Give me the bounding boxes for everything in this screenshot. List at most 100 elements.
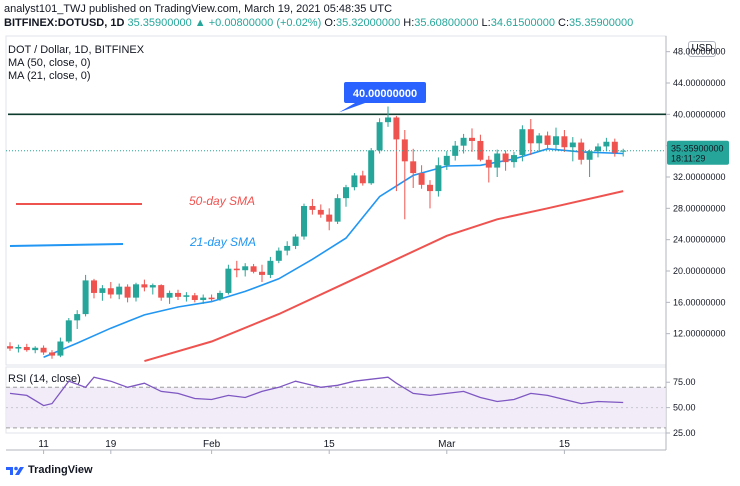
candle — [191, 295, 198, 300]
candle — [15, 346, 22, 349]
time-tick-label: Feb — [203, 439, 221, 450]
candle — [620, 150, 627, 152]
rsi-legend[interactable]: RSI (14, close) — [8, 373, 81, 385]
ma21-line — [43, 147, 624, 358]
rsi-tick-label: 50.00 — [673, 403, 696, 413]
ma21-legend[interactable]: MA (21, close, 0) — [8, 70, 91, 82]
candle — [74, 314, 81, 321]
candle — [427, 184, 433, 192]
time-tick-label: 15 — [559, 439, 571, 450]
candle — [267, 260, 274, 275]
candle — [242, 266, 249, 271]
tradingview-logo[interactable]: TradingView — [6, 464, 93, 476]
candle — [49, 352, 55, 356]
candle — [578, 142, 585, 160]
candle — [309, 205, 316, 210]
candle — [544, 135, 551, 145]
time-tick-label: 19 — [105, 439, 117, 450]
candle — [32, 347, 39, 351]
rsi-tick-label: 25.00 — [673, 428, 696, 438]
time-tick-label: Mar — [438, 439, 456, 450]
candle — [317, 209, 324, 215]
candle — [385, 117, 391, 123]
candle — [611, 141, 618, 153]
candle — [141, 284, 148, 288]
candle — [326, 214, 333, 222]
candle — [443, 155, 450, 166]
sma50-annotation: 50-day SMA — [189, 194, 255, 208]
candle — [359, 175, 366, 184]
price-tick-label: 20.00000000 — [673, 266, 726, 276]
candle — [301, 205, 307, 237]
symbol-label: BITFINEX:DOTUSD, 1D — [4, 17, 125, 29]
candle — [284, 245, 291, 251]
sma21-annotation-line — [9, 243, 124, 247]
price-tick-label: 40.00000000 — [673, 109, 726, 119]
sma21-annotation: 21-day SMA — [189, 235, 256, 249]
candle — [410, 161, 417, 174]
candle — [595, 146, 601, 152]
open-label: O: — [324, 17, 336, 29]
candle — [99, 288, 106, 293]
candle — [527, 129, 534, 144]
candle — [603, 141, 610, 147]
candle — [91, 280, 97, 293]
candle — [376, 122, 383, 151]
candle — [259, 271, 265, 275]
price-tick-label: 12.00000000 — [673, 329, 726, 339]
candle — [200, 297, 207, 300]
candle — [553, 136, 559, 145]
time-tick-label: 15 — [324, 439, 336, 450]
candle — [561, 136, 568, 148]
brand-label: TradingView — [28, 464, 93, 476]
price-tick-label: 16.00000000 — [673, 297, 726, 307]
candle — [233, 268, 240, 271]
candle — [175, 292, 181, 297]
candle — [149, 285, 156, 288]
candle — [158, 285, 165, 298]
candle — [511, 155, 517, 163]
candle — [124, 286, 131, 298]
price-change: +0.00800000 (+0.02%) — [208, 17, 322, 29]
candle — [65, 320, 72, 342]
candle — [494, 153, 501, 168]
rsi-tick-label: 75.00 — [673, 377, 696, 387]
candle — [469, 137, 475, 141]
candle — [107, 288, 114, 295]
low-value: 34.61500000 — [490, 17, 555, 29]
candle — [569, 142, 576, 148]
publish-info: analyst101_TWJ published on TradingView.… — [4, 3, 393, 15]
candle — [418, 173, 425, 185]
candle — [57, 341, 64, 356]
candle — [351, 175, 358, 188]
resistance-callout-label: 40.00000000 — [353, 88, 417, 100]
ma50-line — [144, 190, 624, 363]
candle — [166, 292, 173, 298]
candle — [23, 346, 30, 351]
candle — [292, 236, 299, 246]
low-label: L: — [481, 17, 491, 29]
last-price: 35.35900000 — [127, 17, 192, 29]
ma50-legend[interactable]: MA (50, close, 0) — [8, 57, 91, 69]
candle — [133, 284, 139, 298]
price-tick-label: 32.00000000 — [673, 172, 726, 182]
high-label: H: — [403, 17, 415, 29]
candle — [368, 150, 375, 184]
candle — [116, 286, 123, 295]
candle — [536, 135, 543, 144]
candle — [401, 139, 408, 162]
rsi-line — [9, 376, 624, 407]
close-value: 35.35900000 — [569, 17, 634, 29]
candle — [217, 292, 223, 300]
candle — [393, 117, 400, 140]
candle — [183, 295, 190, 297]
price-tag — [667, 140, 729, 165]
candle — [485, 159, 492, 168]
chart-title: DOT / Dollar, 1D, BITFINEX — [8, 44, 145, 56]
candle — [502, 153, 509, 163]
currency-button[interactable]: USD — [688, 41, 716, 57]
resistance-callout — [344, 82, 426, 103]
price-tick-label: 28.00000000 — [673, 203, 726, 213]
ohlc-header: BITFINEX:DOTUSD, 1D 35.35900000 ▲ +0.008… — [4, 17, 633, 29]
